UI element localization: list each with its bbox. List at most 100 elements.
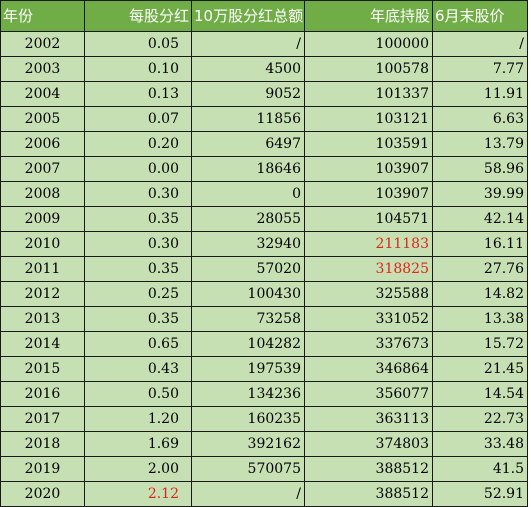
cell-dividend-per-share[interactable]: 0.30 [84, 181, 192, 207]
cell-shares-held[interactable]: 325588 [304, 281, 433, 307]
cell-year[interactable]: 2005 [0, 106, 85, 132]
cell-year[interactable]: 2002 [0, 31, 85, 57]
cell-june-price[interactable]: 42.14 [432, 206, 528, 232]
cell-dividend-per-share[interactable]: 0.20 [84, 131, 192, 157]
cell-shares-held[interactable]: 100000 [304, 31, 433, 57]
cell-year[interactable]: 2007 [0, 156, 85, 182]
cell-dividend-total[interactable]: 32940 [191, 231, 305, 257]
cell-dividend-total[interactable]: 134236 [191, 381, 305, 407]
cell-dividend-per-share[interactable]: 0.25 [84, 281, 192, 307]
cell-june-price[interactable]: 27.76 [432, 256, 528, 282]
cell-shares-held[interactable]: 331052 [304, 306, 433, 332]
cell-dividend-total[interactable]: 392162 [191, 431, 305, 457]
cell-dividend-total[interactable]: 57020 [191, 256, 305, 282]
cell-dividend-total[interactable]: 6497 [191, 131, 305, 157]
cell-june-price[interactable]: 14.82 [432, 281, 528, 307]
cell-june-price[interactable]: 21.45 [432, 356, 528, 382]
cell-year[interactable]: 2003 [0, 56, 85, 82]
cell-june-price[interactable]: 13.38 [432, 306, 528, 332]
cell-shares-held[interactable]: 356077 [304, 381, 433, 407]
cell-shares-held[interactable]: 103121 [304, 106, 433, 132]
cell-june-price[interactable]: 15.72 [432, 331, 528, 357]
cell-dividend-per-share[interactable]: 0.43 [84, 356, 192, 382]
cell-shares-held[interactable]: 103907 [304, 156, 433, 182]
cell-year[interactable]: 2011 [0, 256, 85, 282]
header-dividend-per-share[interactable]: 每股分红 [84, 0, 192, 32]
cell-year[interactable]: 2017 [0, 406, 85, 432]
cell-year[interactable]: 2006 [0, 131, 85, 157]
cell-year[interactable]: 2013 [0, 306, 85, 332]
cell-dividend-per-share[interactable]: 2.12 [84, 481, 192, 507]
cell-shares-held[interactable]: 104571 [304, 206, 433, 232]
cell-june-price[interactable]: 14.54 [432, 381, 528, 407]
cell-dividend-per-share[interactable]: 0.35 [84, 206, 192, 232]
cell-shares-held[interactable]: 388512 [304, 456, 433, 482]
cell-year[interactable]: 2015 [0, 356, 85, 382]
cell-dividend-total[interactable]: 11856 [191, 106, 305, 132]
cell-year[interactable]: 2008 [0, 181, 85, 207]
cell-june-price[interactable]: 41.5 [432, 456, 528, 482]
cell-june-price[interactable]: 22.73 [432, 406, 528, 432]
cell-june-price[interactable]: 6.63 [432, 106, 528, 132]
cell-shares-held[interactable]: 101337 [304, 81, 433, 107]
cell-year[interactable]: 2010 [0, 231, 85, 257]
cell-dividend-per-share[interactable]: 0.35 [84, 306, 192, 332]
cell-year[interactable]: 2012 [0, 281, 85, 307]
cell-dividend-per-share[interactable]: 0.10 [84, 56, 192, 82]
cell-shares-held[interactable]: 211183 [304, 231, 433, 257]
cell-dividend-per-share[interactable]: 2.00 [84, 456, 192, 482]
cell-dividend-total[interactable]: / [191, 31, 305, 57]
cell-june-price[interactable]: / [432, 31, 528, 57]
cell-dividend-total[interactable]: 18646 [191, 156, 305, 182]
cell-shares-held[interactable]: 337673 [304, 331, 433, 357]
cell-dividend-per-share[interactable]: 0.65 [84, 331, 192, 357]
cell-dividend-per-share[interactable]: 0.05 [84, 31, 192, 57]
cell-dividend-total[interactable]: 160235 [191, 406, 305, 432]
cell-june-price[interactable]: 16.11 [432, 231, 528, 257]
cell-dividend-total[interactable]: / [191, 481, 305, 507]
header-dividend-total[interactable]: 10万股分红总额 [191, 0, 305, 32]
cell-dividend-total[interactable]: 104282 [191, 331, 305, 357]
cell-year[interactable]: 2014 [0, 331, 85, 357]
cell-june-price[interactable]: 58.96 [432, 156, 528, 182]
cell-shares-held[interactable]: 103907 [304, 181, 433, 207]
cell-dividend-total[interactable]: 28055 [191, 206, 305, 232]
cell-year[interactable]: 2004 [0, 81, 85, 107]
cell-dividend-per-share[interactable]: 0.00 [84, 156, 192, 182]
cell-june-price[interactable]: 7.77 [432, 56, 528, 82]
cell-year[interactable]: 2016 [0, 381, 85, 407]
cell-june-price[interactable]: 39.99 [432, 181, 528, 207]
cell-shares-held[interactable]: 346864 [304, 356, 433, 382]
header-year[interactable]: 年份 [0, 0, 85, 32]
cell-dividend-total[interactable]: 73258 [191, 306, 305, 332]
cell-year[interactable]: 2019 [0, 456, 85, 482]
header-june-price[interactable]: 6月末股价 [432, 0, 528, 32]
cell-dividend-per-share[interactable]: 1.20 [84, 406, 192, 432]
cell-shares-held[interactable]: 363113 [304, 406, 433, 432]
cell-dividend-per-share[interactable]: 0.07 [84, 106, 192, 132]
cell-year[interactable]: 2009 [0, 206, 85, 232]
cell-dividend-per-share[interactable]: 1.69 [84, 431, 192, 457]
cell-dividend-total[interactable]: 0 [191, 181, 305, 207]
cell-shares-held[interactable]: 318825 [304, 256, 433, 282]
cell-june-price[interactable]: 11.91 [432, 81, 528, 107]
cell-june-price[interactable]: 13.79 [432, 131, 528, 157]
cell-shares-held[interactable]: 100578 [304, 56, 433, 82]
cell-dividend-total[interactable]: 197539 [191, 356, 305, 382]
cell-shares-held[interactable]: 374803 [304, 431, 433, 457]
cell-shares-held[interactable]: 103591 [304, 131, 433, 157]
cell-dividend-per-share[interactable]: 0.50 [84, 381, 192, 407]
header-shares-held[interactable]: 年底持股 [304, 0, 433, 32]
cell-year[interactable]: 2020 [0, 481, 85, 507]
cell-dividend-total[interactable]: 4500 [191, 56, 305, 82]
cell-dividend-total[interactable]: 570075 [191, 456, 305, 482]
cell-dividend-total[interactable]: 100430 [191, 281, 305, 307]
cell-dividend-total[interactable]: 9052 [191, 81, 305, 107]
cell-year[interactable]: 2018 [0, 431, 85, 457]
cell-june-price[interactable]: 33.48 [432, 431, 528, 457]
cell-june-price[interactable]: 52.91 [432, 481, 528, 507]
cell-shares-held[interactable]: 388512 [304, 481, 433, 507]
cell-dividend-per-share[interactable]: 0.30 [84, 231, 192, 257]
cell-dividend-per-share[interactable]: 0.35 [84, 256, 192, 282]
cell-dividend-per-share[interactable]: 0.13 [84, 81, 192, 107]
